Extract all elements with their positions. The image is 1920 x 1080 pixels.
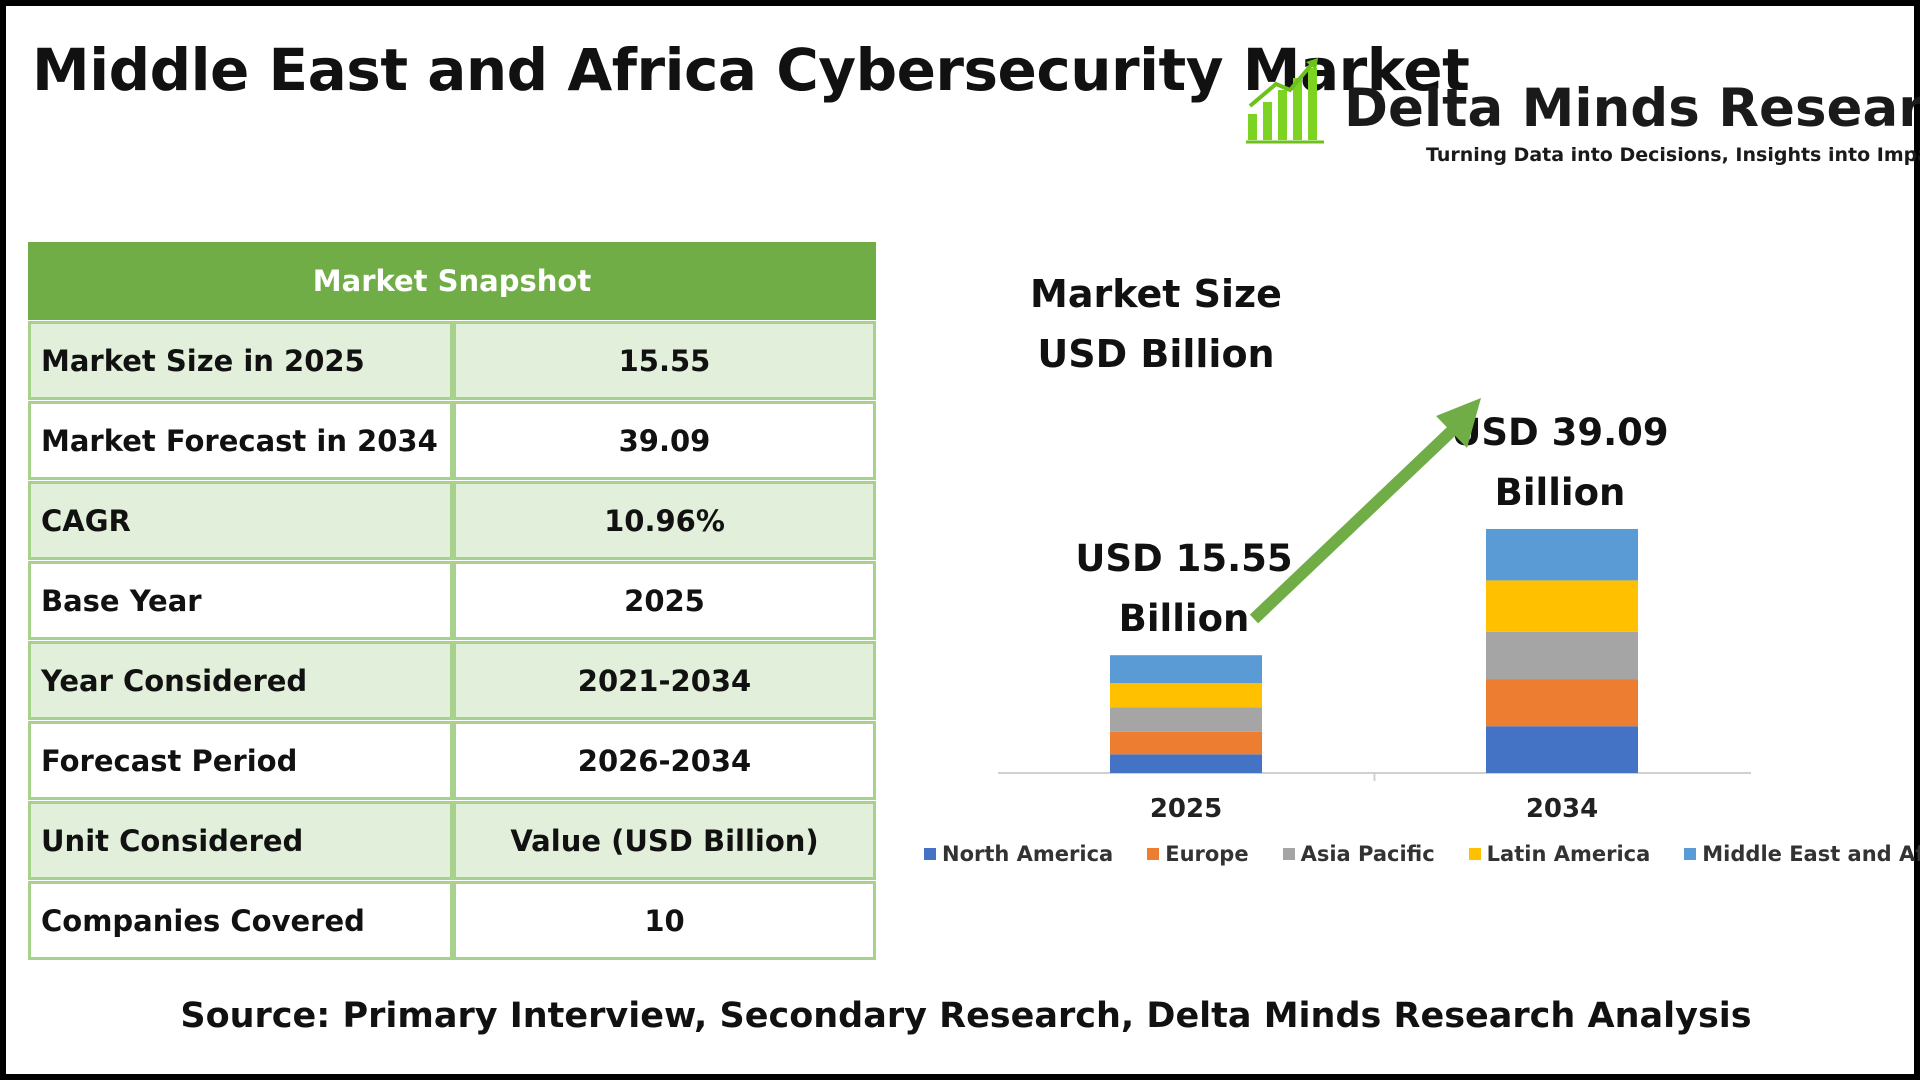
snapshot-row: Market Forecast in 2034 39.09 (28, 400, 876, 480)
snapshot-row-label: Market Forecast in 2034 (28, 401, 453, 480)
bar-segment-0-0 (1110, 754, 1262, 773)
legend-label: Middle East and Africa (1702, 842, 1920, 866)
growth-arrow-shaft (1249, 419, 1464, 624)
snapshot-row: CAGR 10.96% (28, 480, 876, 560)
legend-item: North America (924, 842, 1113, 866)
snapshot-row-value: Value (USD Billion) (453, 801, 876, 880)
legend-item: Asia Pacific (1282, 842, 1435, 866)
legend-label: North America (942, 842, 1114, 866)
snapshot-row-label: Unit Considered (28, 801, 453, 880)
brand-name: Delta Minds Research (1344, 78, 1920, 139)
snapshot-row-label: CAGR (28, 481, 453, 560)
snapshot-row-value: 39.09 (453, 401, 876, 480)
legend-swatch (1147, 848, 1160, 860)
chart-caption-line1: Market Size (1030, 272, 1282, 316)
data-label: Billion (1119, 597, 1250, 640)
legend-swatch (1684, 848, 1697, 860)
market-snapshot-table: Market Snapshot Market Size in 2025 15.55… (28, 242, 876, 960)
growth-arrow-head (1436, 398, 1481, 448)
bar-segment-0-3 (1110, 683, 1262, 708)
legend-swatch (1468, 848, 1481, 860)
legend-label: Europe (1165, 842, 1249, 866)
x-tick-label: 2025 (1150, 794, 1222, 824)
chart-caption: Market Size USD Billion (1006, 264, 1306, 384)
legend-item: Europe (1147, 842, 1249, 866)
bar-segment-0-4 (1110, 655, 1262, 684)
chart-caption-line2: USD Billion (1037, 332, 1275, 376)
snapshot-row-value: 2025 (453, 561, 876, 640)
chart-legend: North America Europe Asia Pacific Latin Ame… (924, 842, 1920, 866)
data-label: USD 39.09 (1451, 411, 1668, 454)
page-title: Middle East and Africa Cybersecurity Mar… (32, 36, 1470, 104)
legend-item: Latin America (1468, 842, 1651, 866)
legend-label: Latin America (1486, 842, 1651, 866)
snapshot-row-label: Market Size in 2025 (28, 321, 453, 400)
bar-segment-1-4 (1486, 528, 1638, 581)
bar-chart-logo-icon (1246, 58, 1324, 144)
snapshot-row: Companies Covered 10 (28, 880, 876, 960)
snapshot-row-value: 10.96% (453, 481, 876, 560)
legend-item: Middle East and Africa (1684, 842, 1920, 866)
source-note: Source: Primary Interview, Secondary Res… (180, 996, 1752, 1036)
data-label: USD 15.55 (1075, 537, 1292, 580)
brand-logo: Delta Minds Research Turning Data into D… (1246, 56, 1920, 176)
legend-swatch (924, 848, 936, 860)
bar-segment-1-0 (1486, 726, 1638, 773)
snapshot-row: Forecast Period 2026-2034 (28, 720, 876, 800)
brand-tagline: Turning Data into Decisions, Insights in… (1426, 144, 1920, 166)
snapshot-row: Unit Considered Value (USD Billion) (28, 800, 876, 880)
snapshot-row-value: 15.55 (453, 321, 876, 400)
snapshot-row-value: 2026-2034 (453, 721, 876, 800)
bar-segment-1-1 (1486, 679, 1638, 727)
snapshot-row-value: 2021-2034 (453, 641, 876, 720)
snapshot-row: Market Size in 2025 15.55 (28, 320, 876, 400)
snapshot-row: Base Year 2025 (28, 560, 876, 640)
stacked-bar-chart: 2025 2034 USD 15.55 Billion USD 39.09 Billion (998, 398, 1751, 824)
snapshot-row-label: Companies Covered (28, 881, 453, 960)
legend-label: Asia Pacific (1300, 842, 1435, 866)
bar-segment-0-2 (1110, 707, 1262, 732)
snapshot-row-label: Year Considered (28, 641, 453, 720)
snapshot-row-value: 10 (453, 881, 876, 960)
bar-segment-1-3 (1486, 580, 1638, 632)
snapshot-row: Year Considered 2021-2034 (28, 640, 876, 720)
snapshot-row-label: Forecast Period (28, 721, 453, 800)
legend-swatch (1282, 848, 1295, 860)
bar-segment-0-1 (1110, 731, 1262, 755)
x-tick-label: 2034 (1526, 794, 1598, 824)
data-label: Billion (1495, 471, 1626, 514)
bar-segment-1-2 (1486, 631, 1638, 680)
snapshot-row-label: Base Year (28, 561, 453, 640)
snapshot-header: Market Snapshot (28, 242, 876, 320)
snapshot-rows: Market Size in 2025 15.55 Market Forecast … (28, 320, 876, 960)
